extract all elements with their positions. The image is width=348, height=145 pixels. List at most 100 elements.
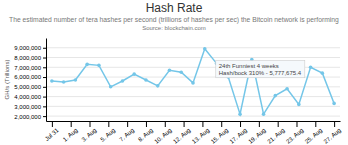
x-tick-label: 12. Aug	[172, 127, 191, 145]
y-tick-mark	[43, 67, 46, 68]
x-tick-mark	[259, 121, 260, 127]
x-axis-line	[47, 121, 341, 122]
y-axis: 2,000,000 3,000,000 4,000,000 5,000,000 6,00…	[14, 39, 46, 122]
point	[121, 79, 125, 83]
x-tick-label: 23. Aug	[285, 127, 304, 145]
y-axis-line	[46, 39, 47, 122]
x-tick-mark	[146, 121, 147, 127]
x-tick: 19. Aug	[247, 121, 266, 145]
y-tick-label: 7,000,000	[14, 65, 41, 71]
title: Hash Rate	[146, 1, 203, 15]
grid-line	[46, 86, 340, 87]
y-tick: 7,000,000	[14, 65, 46, 71]
grid-line	[46, 106, 340, 107]
point	[109, 85, 113, 89]
x-tick-label: 8. Aug	[137, 127, 154, 143]
x-tick-label: 10. Aug	[153, 127, 172, 145]
x-tick: 27. Aug	[323, 121, 342, 145]
x-tick-mark	[52, 121, 53, 127]
point	[74, 78, 78, 82]
source: Source: blockchain.com	[142, 25, 206, 31]
y-tick: 2,000,000	[14, 114, 46, 120]
x-tick: 25. Aug	[304, 121, 323, 145]
x-tick-mark	[315, 121, 316, 127]
x-tick-mark	[202, 121, 203, 127]
point	[203, 47, 207, 51]
x-tick-label: 7. Aug	[118, 127, 135, 143]
y-tick-mark	[43, 87, 46, 88]
x-axis: Jul 311. Aug3. Aug5. Aug7. Aug8. Aug10. …	[44, 121, 342, 145]
y-tick-label: 3,000,000	[14, 104, 41, 110]
x-tick-mark	[221, 121, 222, 127]
x-tick-mark	[165, 121, 166, 127]
chart: Hash RateThe estimated number of tera ha…	[0, 0, 348, 145]
y-tick: 8,000,000	[14, 55, 46, 61]
x-tick-label: 27. Aug	[323, 127, 342, 145]
y-tick-mark	[43, 106, 46, 107]
annotation-box	[216, 61, 305, 78]
x-tick-label: 5. Aug	[99, 127, 116, 143]
line	[52, 49, 334, 114]
annotation-text: 24th Funniest 4 weeksHash/bock 310% - 5,…	[219, 63, 302, 76]
y-tick-mark	[43, 77, 46, 78]
x-tick-label: 25. Aug	[304, 127, 323, 145]
y-tick-mark	[43, 48, 46, 49]
x-tick: 1. Aug	[62, 121, 79, 143]
y-tick-label: 2,000,000	[14, 114, 41, 120]
point	[179, 70, 183, 74]
y-tick: 5,000,000	[14, 84, 46, 90]
grid	[46, 48, 340, 116]
y-tick-label: 9,000,000	[14, 45, 41, 51]
annotation: 24th Funniest 4 weeksHash/bock 310% - 5,…	[216, 61, 305, 78]
grid-line	[46, 47, 340, 48]
point	[62, 80, 66, 84]
x-tick-mark	[127, 121, 128, 127]
y-tick-label: 4,000,000	[14, 94, 41, 100]
y-tick-label: 8,000,000	[14, 55, 41, 61]
y-tick-mark	[43, 116, 46, 117]
point	[168, 68, 172, 72]
y-tick-mark	[43, 58, 46, 59]
x-tick: 17. Aug	[229, 121, 248, 145]
x-tick-label: 19. Aug	[247, 127, 266, 145]
point	[274, 94, 278, 98]
point	[144, 78, 148, 82]
point	[85, 63, 89, 67]
point	[297, 103, 301, 107]
y-tick: 9,000,000	[14, 45, 46, 51]
x-tick-label: 15. Aug	[210, 127, 229, 145]
y-axis-title: GH/s (Trillions)	[4, 60, 10, 100]
x-tick-label: 21. Aug	[266, 127, 285, 145]
point	[309, 65, 313, 69]
x-tick-label: 17. Aug	[229, 127, 248, 145]
y-tick: 6,000,000	[14, 74, 46, 80]
point	[156, 84, 160, 88]
x-tick-mark	[108, 121, 109, 127]
x-tick-mark	[296, 121, 297, 127]
point	[285, 87, 289, 91]
point	[191, 81, 195, 85]
x-tick-mark	[90, 121, 91, 127]
x-tick: 23. Aug	[285, 121, 304, 145]
x-tick: 13. Aug	[191, 121, 210, 145]
x-tick-label: 3. Aug	[81, 127, 98, 143]
point	[262, 112, 266, 116]
grid-line	[46, 96, 340, 97]
x-tick-mark	[71, 121, 72, 127]
y-tick-label: 6,000,000	[14, 74, 41, 80]
x-tick-mark	[184, 121, 185, 127]
x-tick: 7. Aug	[118, 121, 135, 143]
subtitle: The estimated number of tera hashes per …	[9, 16, 339, 24]
plot: Jul 311. Aug3. Aug5. Aug7. Aug8. Aug10. …	[14, 39, 342, 145]
point	[321, 71, 325, 75]
y-tick-mark	[43, 97, 46, 98]
x-tick: Jul 31	[44, 121, 61, 142]
annotation-line: 24th Funniest 4 weeks	[219, 63, 279, 69]
y-tick: 3,000,000	[14, 104, 46, 110]
x-tick-mark	[334, 121, 335, 127]
x-tick-mark	[278, 121, 279, 127]
x-tick: 10. Aug	[153, 121, 172, 145]
x-tick: 3. Aug	[81, 121, 98, 143]
series	[50, 47, 336, 116]
x-tick: 5. Aug	[99, 121, 116, 143]
